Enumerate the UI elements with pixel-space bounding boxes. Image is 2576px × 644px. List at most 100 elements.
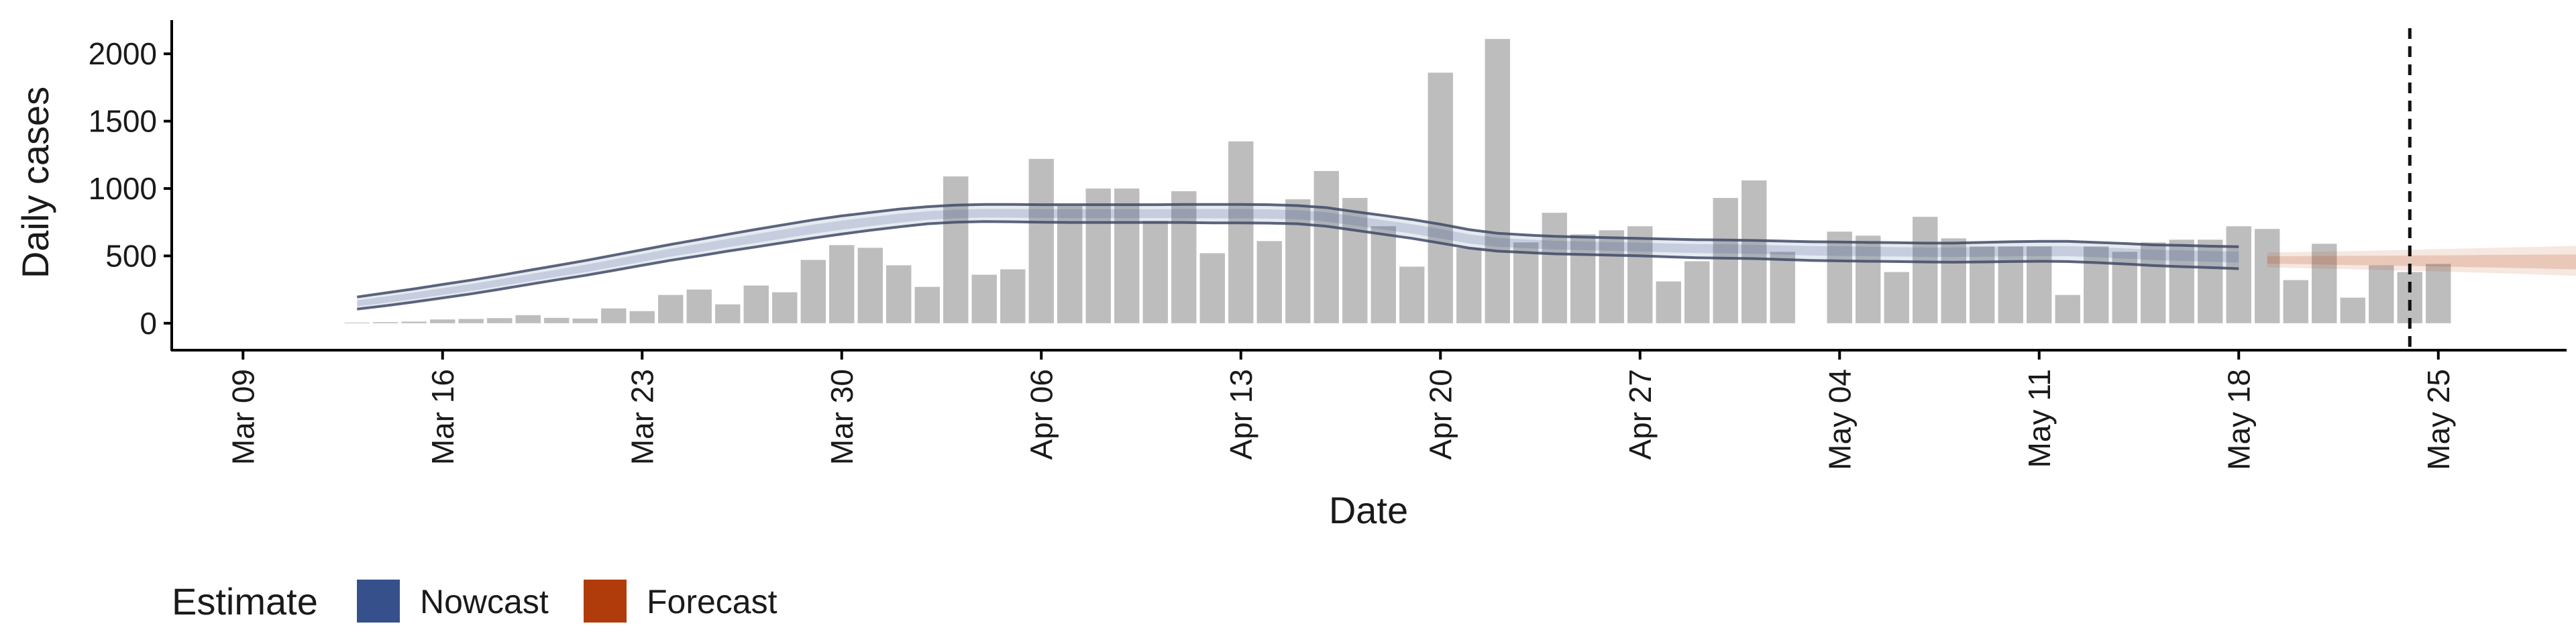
- bar: [800, 260, 826, 323]
- bar: [943, 176, 969, 323]
- bar: [544, 317, 570, 323]
- bar: [2340, 297, 2365, 323]
- bar: [2141, 242, 2166, 323]
- legend: Estimate Nowcast Forecast: [172, 580, 777, 623]
- x-tick-label: Mar 23: [625, 369, 659, 465]
- bar: [1884, 272, 1909, 323]
- bars: [344, 39, 2451, 323]
- x-tick-label: May 04: [1822, 369, 1857, 470]
- bar: [886, 265, 912, 323]
- bar: [1542, 213, 1567, 323]
- y-tick-label: 2000: [89, 36, 157, 71]
- x-tick-label: Apr 13: [1224, 369, 1258, 460]
- bar: [601, 308, 627, 323]
- x-tick-label: Apr 27: [1623, 369, 1658, 460]
- x-tick-label: May 25: [2421, 369, 2456, 470]
- bar: [1114, 189, 1140, 323]
- bar: [2397, 272, 2422, 323]
- bar: [1399, 266, 1425, 323]
- legend-label-forecast: Forecast: [647, 583, 777, 621]
- bar: [1656, 281, 1681, 323]
- bar: [743, 285, 769, 323]
- bar: [2255, 229, 2280, 323]
- bar: [971, 274, 997, 323]
- x-axis: Mar 09 Mar 16 Mar 23 Mar 30 Apr 06 Apr 13 Apr …: [171, 349, 2567, 470]
- bar: [458, 319, 484, 323]
- bar: [857, 248, 883, 323]
- bar: [629, 311, 655, 323]
- nowcast-upper-line: [356, 203, 2239, 299]
- bar: [1970, 246, 1995, 323]
- bar: [2283, 280, 2308, 323]
- bar: [1256, 241, 1282, 323]
- bar: [2312, 244, 2337, 323]
- bar: [2226, 226, 2251, 323]
- forecast-band-90: [2267, 246, 2576, 276]
- bar: [1342, 198, 1368, 323]
- bar: [1513, 242, 1539, 323]
- nowcast-lower-line: [357, 220, 2239, 311]
- forecast-band-50: [2267, 254, 2576, 270]
- bar: [2369, 265, 2394, 323]
- legend-swatch-forecast: [584, 580, 627, 623]
- y-tick-label: 0: [140, 306, 157, 341]
- bar: [1941, 238, 1966, 323]
- bar: [1998, 246, 2023, 323]
- bar: [1770, 252, 1795, 323]
- bar: [1228, 141, 1254, 323]
- x-tick-label: May 18: [2221, 369, 2256, 470]
- bar: [1199, 253, 1225, 323]
- bar: [1599, 230, 1624, 323]
- bar: [1856, 235, 1881, 323]
- legend-label-nowcast: Nowcast: [420, 583, 549, 621]
- bar: [373, 322, 398, 323]
- bar: [658, 294, 684, 323]
- bar: [572, 318, 598, 323]
- bar: [2084, 246, 2109, 323]
- bar: [1313, 170, 1339, 323]
- bar: [1627, 226, 1653, 323]
- y-tick-label: 1000: [89, 171, 157, 206]
- bar: [715, 304, 741, 323]
- bar: [1057, 206, 1083, 323]
- y-axis: 0 500 1000 1500 2000: [89, 20, 173, 351]
- y-tick-label: 1500: [89, 104, 157, 139]
- bar: [1741, 180, 1767, 323]
- x-tick-label: May 11: [2022, 369, 2057, 468]
- bar: [1827, 231, 1852, 323]
- bar: [2198, 239, 2223, 323]
- bar: [1142, 221, 1168, 323]
- x-tick-label: Apr 20: [1423, 369, 1458, 460]
- bar: [1000, 269, 1026, 323]
- bands: [356, 203, 2576, 311]
- bar: [2426, 264, 2451, 323]
- bar: [1684, 261, 1710, 323]
- legend-title: Estimate: [172, 580, 318, 623]
- bar: [686, 289, 712, 323]
- x-axis-label: Date: [1329, 489, 1408, 531]
- x-tick-label: Mar 09: [225, 369, 260, 465]
- bar: [829, 245, 855, 323]
- legend-swatch-nowcast: [357, 580, 400, 623]
- bar: [515, 315, 541, 323]
- y-tick-label: 500: [105, 238, 157, 273]
- bar: [914, 286, 940, 323]
- bar: [401, 321, 427, 323]
- bar: [1913, 217, 1938, 323]
- bar: [1371, 226, 1396, 323]
- x-tick-label: Mar 16: [425, 369, 460, 465]
- bar: [1085, 189, 1111, 323]
- bar: [2027, 246, 2052, 323]
- bar: [1428, 72, 1453, 323]
- bar: [1570, 234, 1596, 323]
- bar: [2169, 239, 2194, 323]
- bar: [772, 292, 798, 323]
- bar: [1713, 198, 1738, 323]
- bar: [1456, 248, 1482, 323]
- bar: [1171, 191, 1197, 323]
- bar: [1028, 158, 1054, 323]
- bar: [430, 319, 455, 323]
- nowcast-band-90: [357, 204, 2239, 309]
- y-axis-label: Daily cases: [14, 87, 56, 278]
